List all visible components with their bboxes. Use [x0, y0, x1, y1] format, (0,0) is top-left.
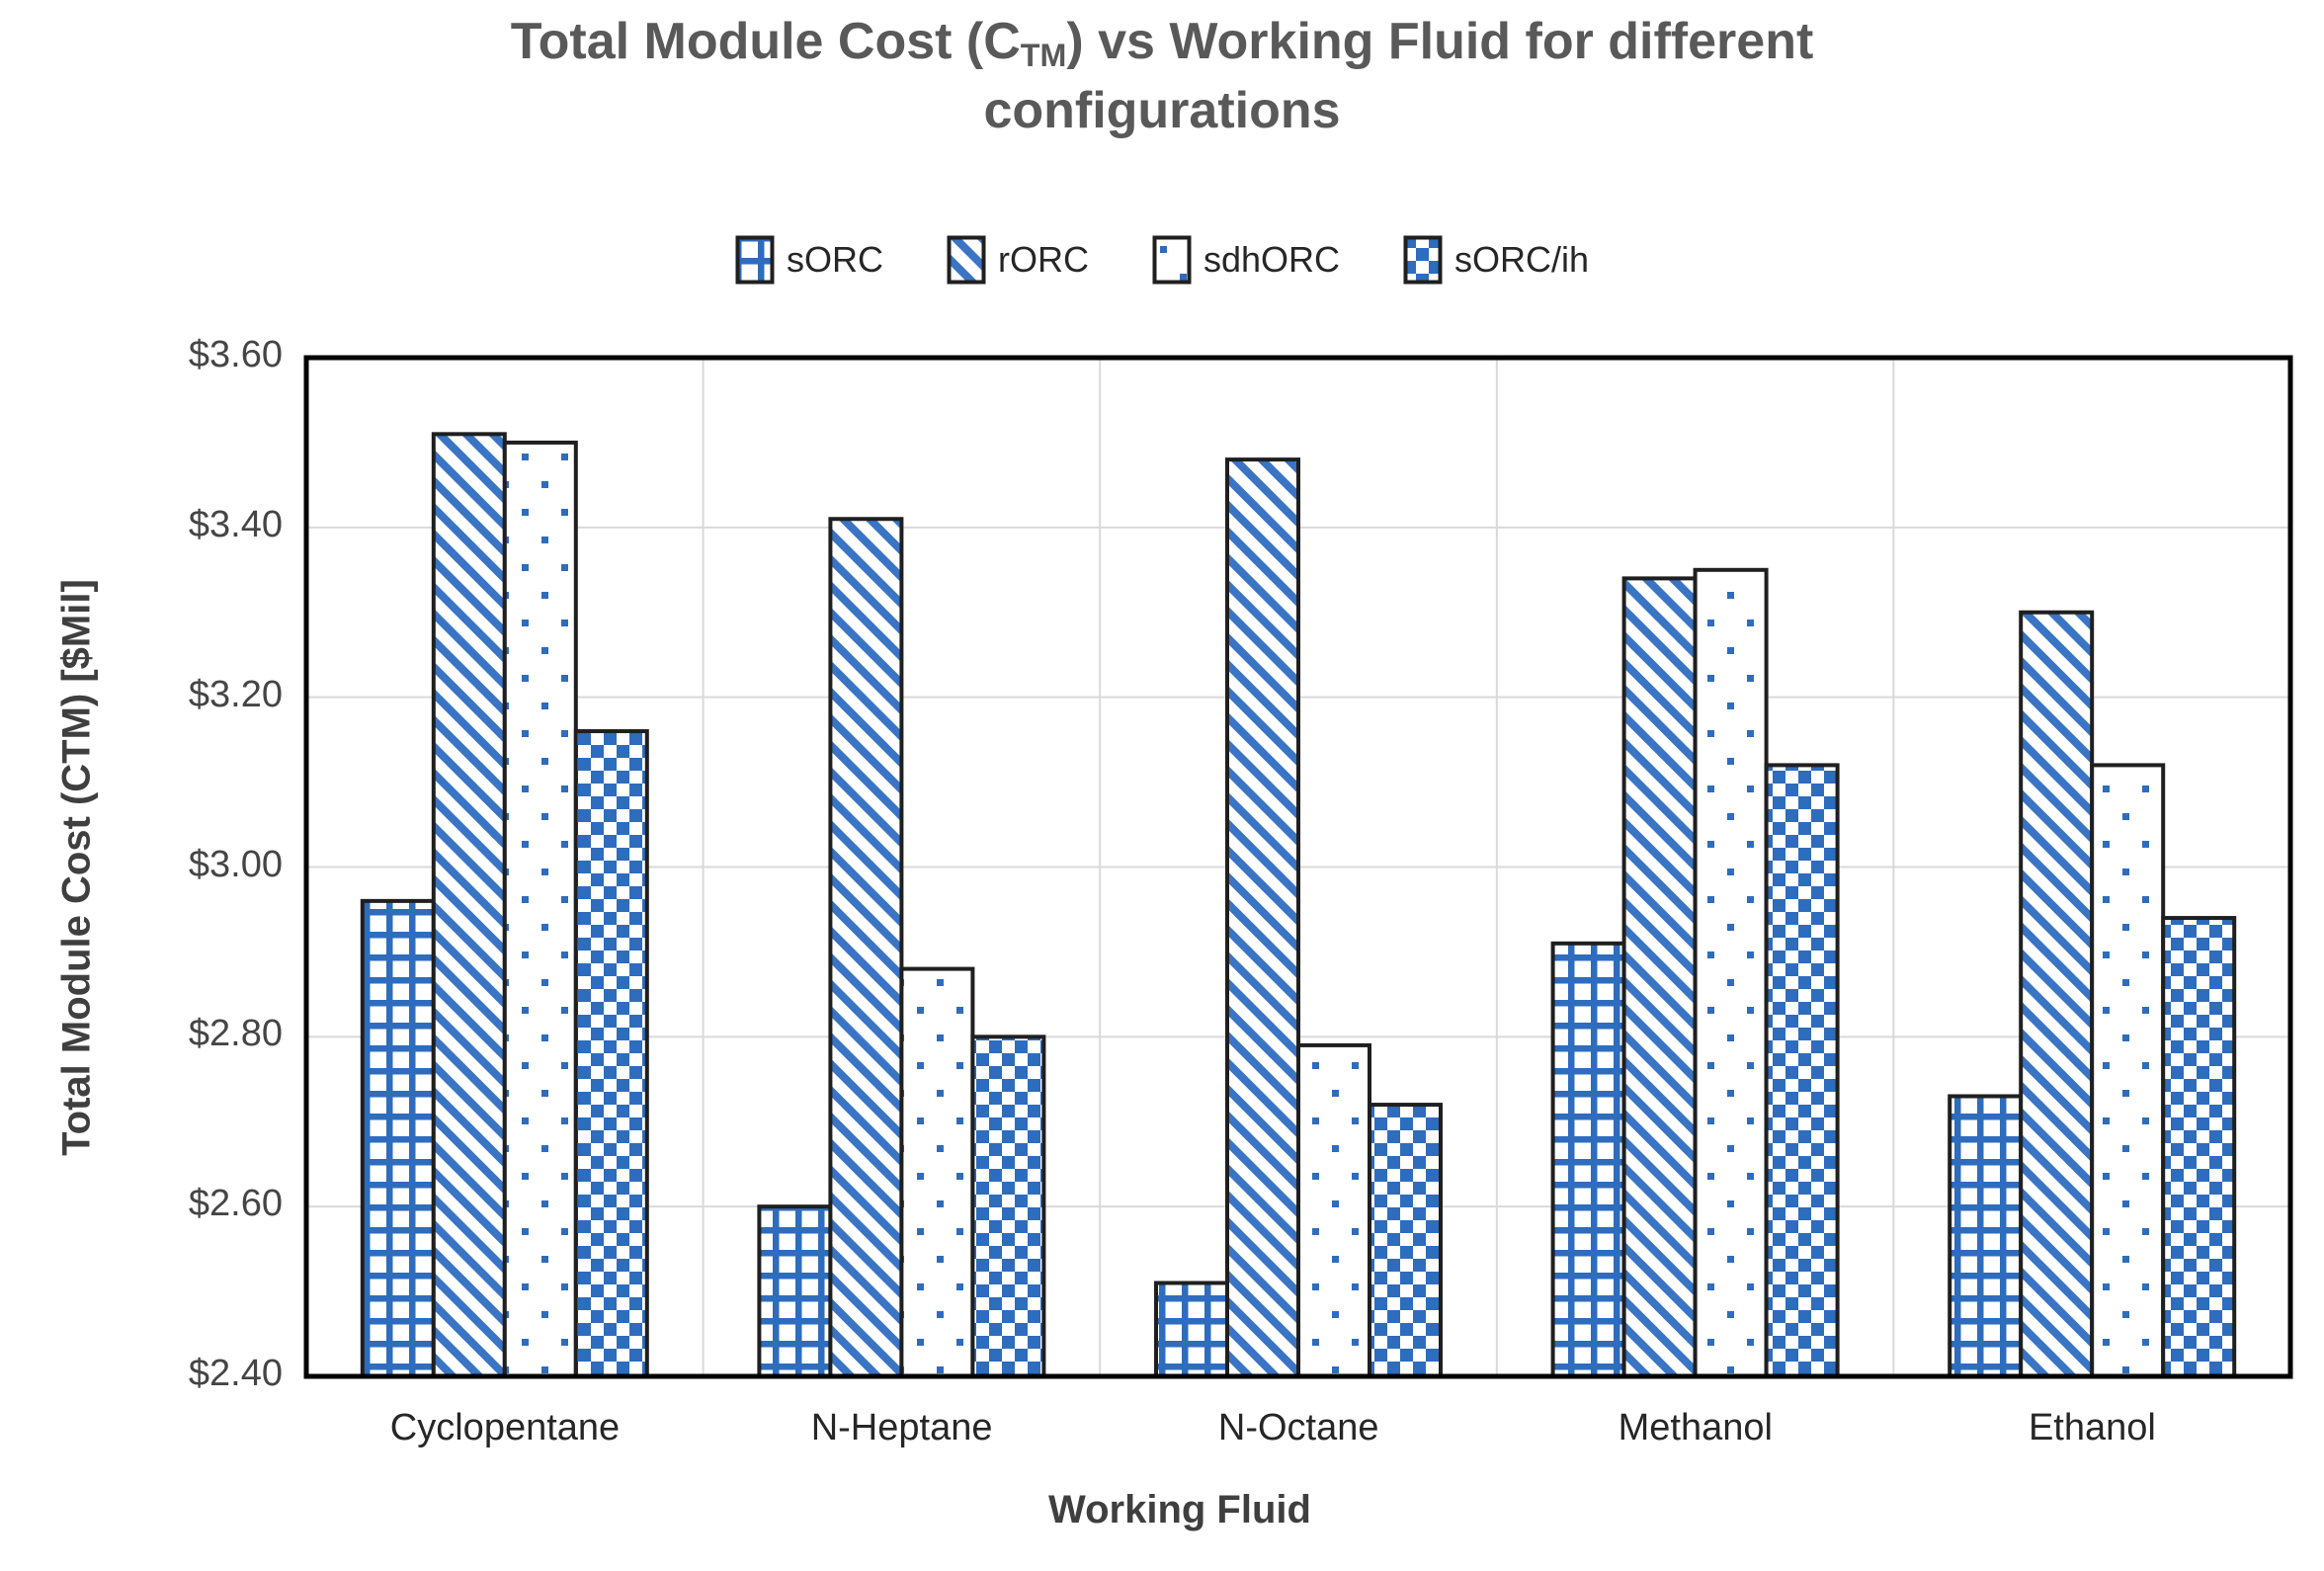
- x-category-label: N-Heptane: [810, 1407, 993, 1448]
- legend-item-sdhorc: sdhORC: [1152, 235, 1340, 285]
- plot-border: [303, 355, 2293, 1379]
- legend-label: sORC/ih: [1454, 239, 1590, 280]
- legend-swatch-grid-icon: [735, 235, 775, 285]
- bar-sORC-N-Heptane: [757, 1204, 833, 1378]
- bar-sORC/ih-Ethanol: [2161, 916, 2237, 1378]
- bar-sORC-Ethanol: [1948, 1094, 2024, 1378]
- y-tick-label: $3.20: [188, 673, 283, 715]
- bar-rORC-Ethanol: [2019, 610, 2095, 1378]
- title-line2: configurations: [983, 81, 1341, 139]
- x-category-label: Ethanol: [2028, 1407, 2156, 1448]
- y-tick-label: $2.60: [188, 1183, 283, 1225]
- y-tick-label: $2.40: [188, 1353, 283, 1394]
- legend-label: sORC: [786, 239, 883, 280]
- bar-rORC-Methanol: [1621, 576, 1698, 1378]
- bar-sdhORC-N-Octane: [1296, 1042, 1371, 1379]
- title-line1-post: ) vs Working Fluid for different: [1066, 13, 1814, 70]
- bar-sORC/ih-N-Octane: [1368, 1103, 1443, 1378]
- legend-item-sorc: sORC: [735, 235, 883, 285]
- bar-sdhORC-N-Heptane: [899, 966, 975, 1378]
- y-tick-label: $3.00: [188, 843, 283, 885]
- x-category-label: Cyclopentane: [389, 1407, 621, 1448]
- bar-sORC-N-Octane: [1154, 1281, 1229, 1379]
- title-subscript: TM: [1020, 38, 1067, 74]
- bar-sORC-Methanol: [1550, 941, 1626, 1378]
- legend-item-sorc-ih: sORC/ih: [1403, 235, 1589, 285]
- bar-rORC-N-Octane: [1225, 457, 1300, 1379]
- x-axis-title: Working Fluid: [1048, 1488, 1311, 1531]
- legend-label: sdhORC: [1203, 239, 1340, 280]
- title-line1-pre: Total Module Cost (C: [510, 13, 1021, 70]
- legend-item-rorc: rORC: [947, 235, 1089, 285]
- legend-swatch-check-icon: [1403, 235, 1443, 285]
- bar-sORC-Cyclopentane: [360, 898, 436, 1378]
- bar-rORC-N-Heptane: [828, 517, 904, 1378]
- legend-label: rORC: [997, 239, 1089, 280]
- bar-sdhORC-Methanol: [1693, 567, 1769, 1378]
- x-category-label: N-Octane: [1217, 1407, 1379, 1448]
- y-tick-label: $3.40: [188, 503, 283, 545]
- bar-sORC/ih-N-Heptane: [970, 1034, 1046, 1379]
- chart-title: Total Module Cost (CTM) vs Working Fluid…: [0, 8, 2324, 144]
- y-tick-label: $2.80: [188, 1013, 283, 1055]
- bar-sORC/ih-Methanol: [1764, 763, 1840, 1378]
- x-category-label: Methanol: [1618, 1407, 1773, 1448]
- legend-swatch-dots-icon: [1152, 235, 1192, 285]
- bars: [360, 432, 2237, 1379]
- bar-rORC-Cyclopentane: [431, 432, 507, 1378]
- legend-swatch-diag-icon: [947, 235, 986, 285]
- legend: sORC rORC sdhORC sORC/ih: [0, 235, 2324, 285]
- bar-sORC/ih-Cyclopentane: [573, 729, 649, 1378]
- bar-sdhORC-Cyclopentane: [502, 440, 578, 1378]
- bar-sdhORC-Ethanol: [2090, 763, 2166, 1378]
- y-tick-label: $3.60: [188, 334, 283, 375]
